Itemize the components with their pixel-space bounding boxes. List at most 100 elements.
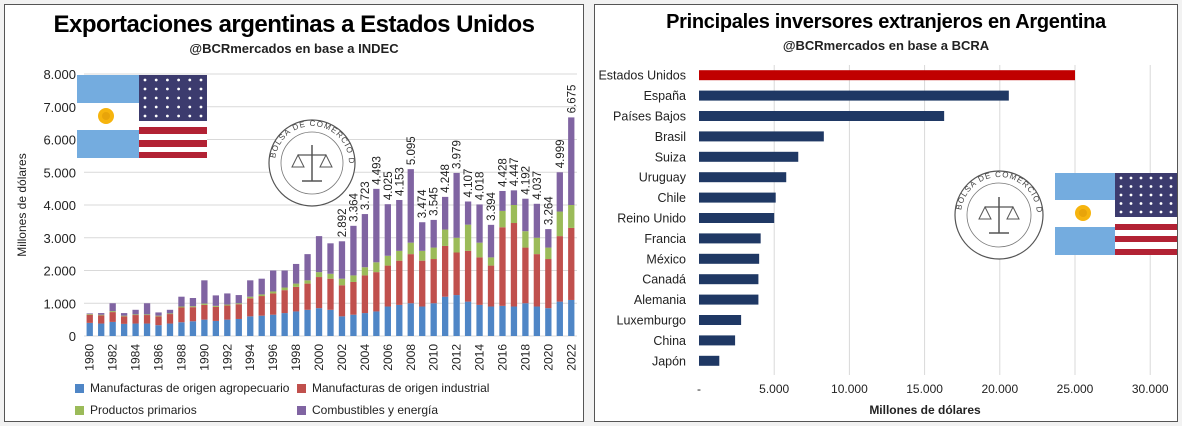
total-data-label: 3.545 [429, 187, 441, 216]
bar-agro [270, 314, 277, 336]
bar-combustibles [419, 222, 426, 251]
flag-star [1149, 193, 1153, 197]
bar-agro [430, 303, 437, 336]
flag-star [188, 96, 192, 100]
x-tick-label: 20.000 [981, 382, 1018, 396]
flag-star [1149, 210, 1153, 214]
category-label: Brasil [655, 130, 686, 144]
flag-star [1169, 210, 1173, 214]
x-tick-label: 2004 [358, 344, 372, 371]
bar-industrial [155, 316, 162, 326]
bar-uruguay [699, 172, 787, 183]
bar-agro [338, 316, 346, 336]
bar-primarios [327, 273, 334, 279]
total-data-label: 5.095 [406, 136, 418, 165]
bar-combustibles [166, 309, 174, 314]
category-label: Estados Unidos [598, 69, 686, 83]
bar-industrial [178, 307, 185, 323]
y-tick-label: 2.000 [43, 264, 76, 279]
total-data-label: 6.675 [566, 85, 578, 114]
bar-primarios [292, 283, 300, 287]
flag-star [199, 78, 203, 82]
bar-agro [476, 304, 483, 336]
y-tick-label: 4.000 [43, 198, 76, 213]
flag-star [154, 114, 158, 118]
x-tick-label: 2016 [495, 344, 509, 371]
bar-primarios [522, 231, 529, 248]
x-tick-label: 1982 [106, 344, 120, 371]
bar-agro [384, 306, 391, 336]
x-tick-label: 30.000 [1132, 382, 1169, 396]
bar-combustibles [86, 313, 93, 315]
bar-combustibles [522, 198, 529, 232]
bar-países-bajos [699, 111, 945, 121]
bar-agro [86, 322, 93, 336]
total-data-label: 4.107 [463, 169, 475, 198]
bar-industrial [522, 247, 529, 304]
bar-agro [487, 306, 495, 336]
bar-primarios [258, 294, 265, 297]
flag-star [143, 105, 147, 109]
bar-combustibles [545, 229, 552, 248]
flag-star [1169, 202, 1173, 205]
bar-industrial [201, 304, 208, 320]
x-tick-label: 1994 [243, 344, 257, 371]
bar-combustibles [212, 295, 220, 306]
bar-industrial [120, 316, 128, 324]
argentina-flag-icon [77, 75, 139, 158]
legend-swatch-primarios [75, 405, 84, 415]
bar-combustibles [120, 313, 128, 316]
bar-primarios [487, 257, 495, 266]
x-tick-label: 2008 [404, 344, 418, 371]
x-tick-label: 1990 [197, 344, 211, 371]
flag-star [1119, 185, 1123, 188]
bar-industrial [568, 227, 575, 300]
flag-star [199, 105, 203, 109]
bar-primarios [476, 242, 483, 258]
bar-agro [327, 309, 334, 336]
bar-primarios [510, 205, 518, 224]
legend-swatch-industrial [297, 383, 306, 393]
bar-combustibles [350, 225, 357, 276]
bar-suiza [699, 151, 799, 162]
bar-combustibles [407, 169, 414, 243]
y-axis-title: Millones de dólares [15, 153, 29, 256]
flag-star [1159, 210, 1163, 214]
bar-primarios [419, 250, 426, 261]
total-data-label: 4.018 [475, 172, 487, 201]
bar-méxico [699, 253, 760, 264]
bar-alemania [699, 294, 759, 305]
bar-agro [247, 316, 254, 336]
bar-francia [699, 233, 761, 244]
flag-star [1139, 193, 1143, 197]
bar-combustibles [499, 190, 506, 211]
bar-combustibles [568, 117, 575, 205]
bar-combustibles [441, 196, 449, 230]
x-tick-label: 1998 [289, 344, 303, 371]
bar-combustibles [155, 312, 162, 316]
bar-primarios [453, 237, 460, 253]
bar-combustibles [270, 270, 277, 292]
legend-item-primarios: Productos primarios [75, 403, 197, 417]
bar-industrial [143, 315, 151, 324]
usa-flag-icon [139, 75, 207, 158]
x-tick-label: - [697, 382, 701, 396]
total-data-label: 3.264 [543, 196, 555, 225]
bcr-logo-icon: BOLSA DE COMERCIO DE ROSARIO [268, 119, 356, 207]
y-tick-label: 8.000 [43, 67, 76, 82]
flag-star [177, 78, 180, 82]
flag-star [177, 96, 180, 100]
category-label: Reino Unido [617, 212, 686, 226]
bar-primarios [407, 242, 414, 255]
category-label: Francia [644, 232, 686, 246]
category-label: España [644, 89, 686, 103]
flag-star [1129, 210, 1133, 214]
bar-agro [132, 323, 139, 336]
bar-agro [292, 311, 300, 336]
bar-agro [281, 313, 288, 336]
bar-primarios [499, 210, 506, 228]
bar-combustibles [476, 204, 483, 243]
x-tick-label: 1986 [152, 344, 166, 371]
bar-agro [212, 320, 220, 336]
total-data-label: 3.723 [360, 181, 372, 210]
